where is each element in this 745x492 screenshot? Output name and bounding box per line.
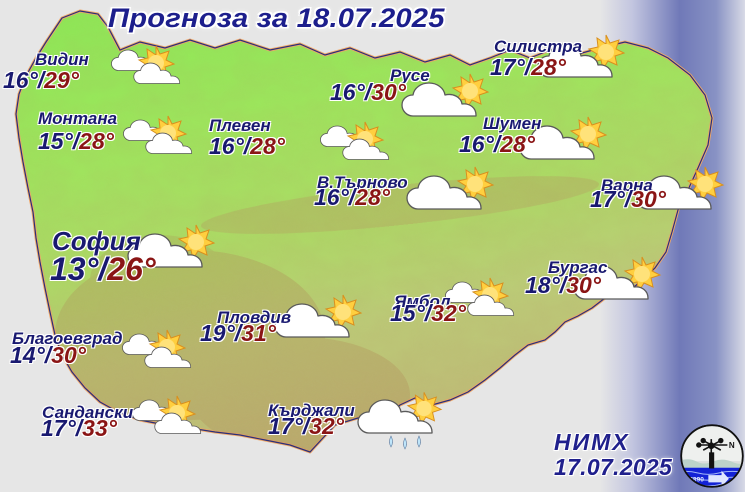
svg-text:N: N <box>729 441 735 450</box>
